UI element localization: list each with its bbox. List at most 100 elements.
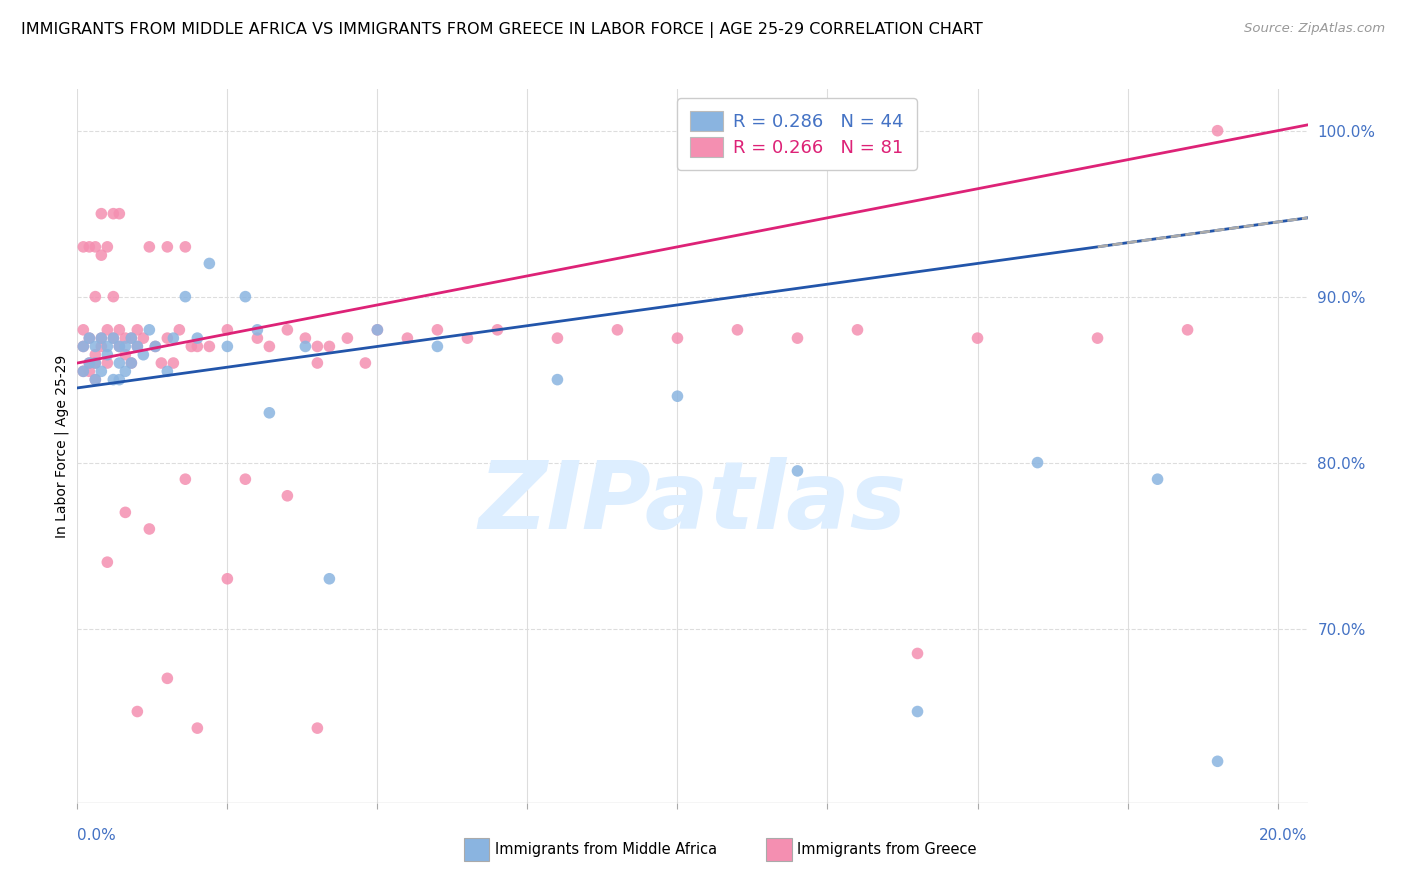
Point (217, 323, 239, 337)
Point (546, 373, 568, 387)
Point (96, 356, 118, 370)
Point (120, 331, 142, 345)
Point (396, 331, 419, 345)
Point (235, 290, 257, 304)
Point (114, 364, 136, 378)
Point (294, 339, 316, 353)
Point (114, 505, 136, 519)
Point (276, 489, 298, 503)
Point (72, 323, 94, 337)
Point (108, 323, 131, 337)
Point (103, 373, 125, 387)
Point (174, 240, 197, 254)
Point (354, 356, 377, 370)
Point (84, 290, 107, 304)
Point (79, 364, 101, 378)
Point (96, 323, 118, 337)
Point (217, 339, 239, 353)
Point (84, 373, 107, 387)
Point (72, 339, 94, 353)
Point (246, 323, 269, 337)
Point (79, 331, 101, 345)
Point (846, 323, 869, 337)
Point (666, 331, 689, 345)
Point (72, 364, 94, 378)
Point (114, 331, 136, 345)
Point (120, 356, 142, 370)
Point (108, 339, 131, 353)
Point (90, 331, 112, 345)
Point (72, 240, 94, 254)
Point (162, 331, 184, 345)
Point (156, 240, 179, 254)
Point (96, 348, 118, 362)
Text: 20.0%: 20.0% (1260, 828, 1308, 843)
Point (79, 356, 101, 370)
Point (426, 339, 449, 353)
Point (186, 331, 208, 345)
Point (727, 323, 749, 337)
Point (84, 240, 107, 254)
Point (90, 248, 112, 262)
Point (108, 207, 131, 221)
Point (186, 721, 208, 735)
Point (84, 348, 107, 362)
Point (198, 256, 221, 270)
Point (108, 373, 131, 387)
Point (1026, 456, 1049, 470)
Point (169, 323, 191, 337)
Point (276, 323, 298, 337)
Point (143, 339, 166, 353)
Point (108, 356, 131, 370)
Point (103, 331, 125, 345)
Y-axis label: In Labor Force | Age 25-29: In Labor Force | Age 25-29 (55, 354, 69, 538)
Point (1087, 331, 1109, 345)
Point (143, 339, 166, 353)
Point (318, 572, 340, 586)
Point (132, 348, 155, 362)
Point (162, 356, 184, 370)
Point (1177, 323, 1199, 337)
Point (79, 356, 101, 370)
Point (90, 331, 112, 345)
Point (120, 356, 142, 370)
Point (103, 331, 125, 345)
Text: Immigrants from Middle Africa: Immigrants from Middle Africa (495, 842, 717, 857)
Point (108, 339, 131, 353)
Point (156, 671, 179, 685)
Point (90, 339, 112, 353)
Point (336, 331, 359, 345)
Text: ZIPatlas: ZIPatlas (478, 457, 907, 549)
Text: IMMIGRANTS FROM MIDDLE AFRICA VS IMMIGRANTS FROM GREECE IN LABOR FORCE | AGE 25-: IMMIGRANTS FROM MIDDLE AFRICA VS IMMIGRA… (21, 22, 983, 38)
Text: Immigrants from Greece: Immigrants from Greece (797, 842, 977, 857)
Point (138, 240, 160, 254)
Point (84, 356, 107, 370)
Point (259, 406, 281, 420)
Point (72, 364, 94, 378)
Point (127, 705, 149, 719)
Text: 0.0%: 0.0% (77, 828, 117, 843)
Point (907, 647, 929, 661)
Point (90, 364, 112, 378)
Point (96, 555, 118, 569)
Point (486, 323, 509, 337)
Point (114, 339, 136, 353)
Point (174, 472, 197, 486)
Point (79, 240, 101, 254)
Point (174, 290, 197, 304)
Point (366, 323, 388, 337)
Point (180, 339, 202, 353)
Point (138, 522, 160, 536)
Text: Source: ZipAtlas.com: Source: ZipAtlas.com (1244, 22, 1385, 36)
Point (1206, 124, 1229, 138)
Point (103, 290, 125, 304)
Point (246, 331, 269, 345)
Point (1206, 754, 1229, 768)
Point (120, 331, 142, 345)
Point (235, 472, 257, 486)
Point (103, 207, 125, 221)
Point (1146, 472, 1168, 486)
Point (318, 339, 340, 353)
Point (156, 364, 179, 378)
Legend: R = 0.286   N = 44, R = 0.266   N = 81: R = 0.286 N = 44, R = 0.266 N = 81 (678, 98, 917, 169)
